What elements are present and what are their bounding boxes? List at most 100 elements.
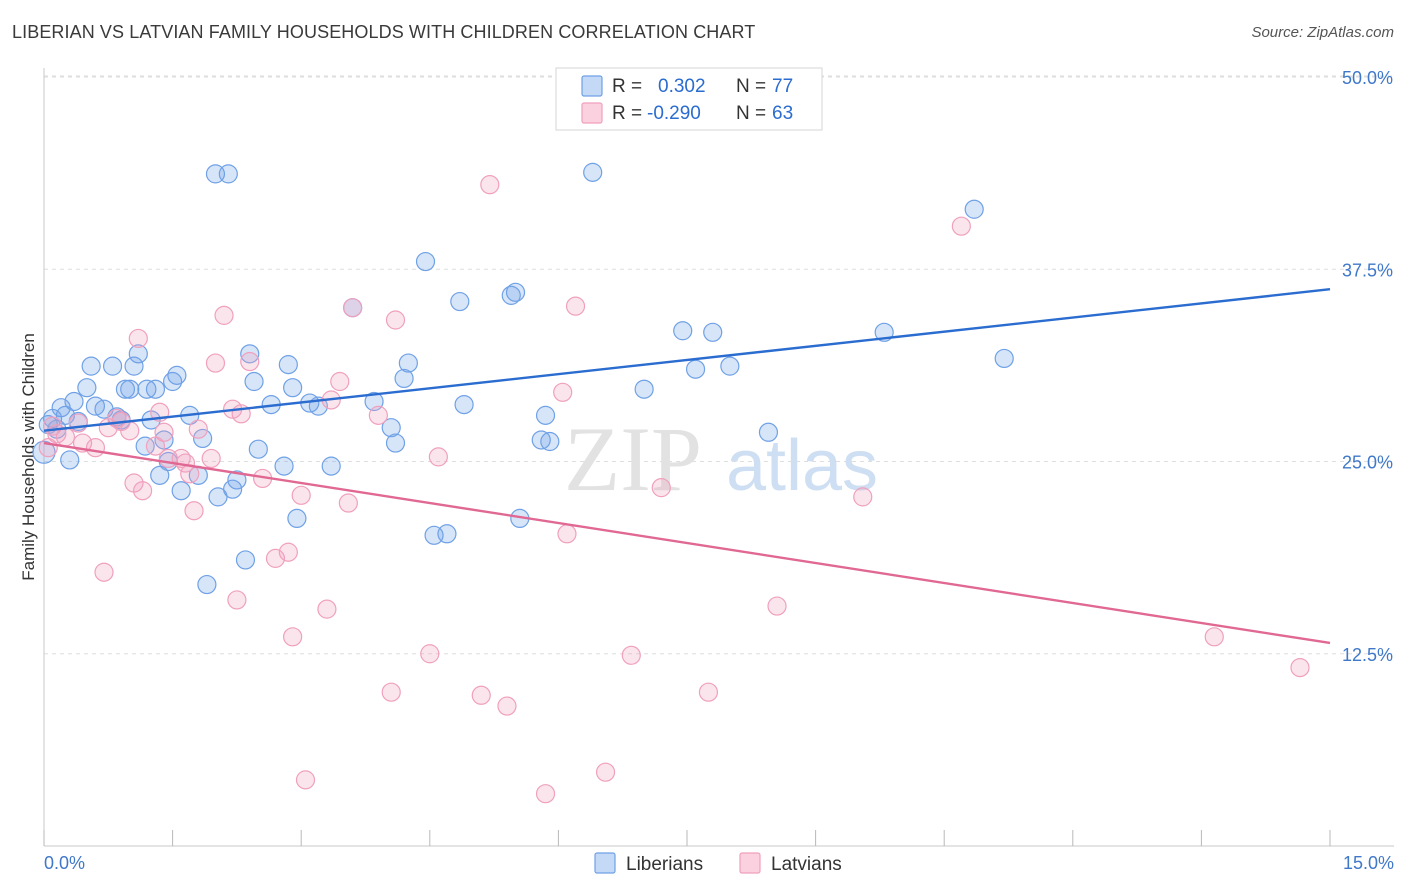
liberian-point: [197, 574, 217, 595]
legend-bottom-swatch-liberians: [594, 852, 616, 874]
liberian-point: [673, 321, 693, 341]
legend-n-value: 63: [772, 103, 793, 124]
liberian-point: [321, 456, 341, 476]
liberian-point: [278, 355, 298, 375]
liberian-point: [77, 378, 97, 398]
x-tick-marks: [43, 830, 1331, 846]
watermark-zip: ZIP: [564, 408, 702, 510]
liberian-point: [227, 470, 247, 490]
liberian-point: [685, 359, 706, 379]
latvian-point: [227, 590, 247, 610]
liberian-point: [535, 405, 556, 425]
watermark-atlas: atlas: [726, 426, 878, 506]
legend-r-value: -0.290: [647, 103, 701, 124]
liberian-point: [124, 356, 144, 376]
liberian-point: [128, 344, 148, 364]
liberian-point: [193, 428, 213, 449]
y-tick-label: 37.5%: [1342, 260, 1393, 280]
legend-bottom: Liberians Latvians: [594, 852, 842, 875]
latvian-point: [145, 436, 166, 456]
legend-bottom-swatch-latvians: [739, 852, 761, 874]
liberian-point: [583, 162, 603, 182]
liberian-point: [287, 508, 307, 529]
latvian-point: [651, 478, 671, 498]
latvian-point: [368, 405, 388, 425]
legend-r-value: 0.302: [658, 76, 706, 97]
latvian-point: [1290, 657, 1310, 678]
latvian-point: [128, 328, 148, 349]
latvian-point: [330, 371, 350, 392]
latvian-point: [698, 682, 719, 702]
x-tick-label-max: 15.0%: [1343, 853, 1394, 873]
latvian-point: [553, 382, 573, 402]
latvian-point: [497, 696, 517, 716]
latvian-point: [283, 627, 303, 647]
x-tick-labels: 0.0% 15.0%: [44, 853, 1394, 873]
latvian-point: [295, 770, 316, 790]
liberian-point: [167, 365, 187, 385]
liberian-point: [394, 368, 414, 389]
latvian-point: [595, 762, 616, 782]
y-tick-labels: 12.5% 25.0% 37.5% 50.0%: [1342, 68, 1393, 665]
liberian-point: [81, 356, 101, 376]
watermark: ZIP atlas: [564, 408, 878, 510]
data-points: [32, 162, 1310, 804]
latvian-point: [94, 562, 114, 582]
chart-title: LIBERIAN VS LATVIAN FAMILY HOUSEHOLDS WI…: [12, 22, 756, 42]
legend-swatch-latvians: [581, 102, 603, 124]
latvian-point: [317, 599, 337, 619]
latvian-point: [1204, 627, 1224, 647]
latvian-point: [240, 351, 260, 372]
legend-r-label: R =: [612, 103, 642, 124]
latvian-point: [205, 353, 226, 373]
liberian-point: [450, 291, 470, 312]
liberian-point: [145, 379, 166, 399]
liberian-point: [120, 379, 140, 399]
latvian-point: [214, 305, 234, 325]
x-tick-label-min: 0.0%: [44, 853, 85, 873]
legend-bottom-label-latvians: Latvians: [771, 854, 842, 875]
liberian-point: [244, 371, 264, 392]
liberian-point: [720, 356, 740, 376]
latvian-point: [767, 596, 787, 616]
liberian-point: [703, 322, 723, 342]
liberian-point: [964, 199, 984, 219]
legend-top: R = 0.302 N = 77 R = -0.290 N = 63: [555, 67, 823, 131]
legend-n-value: 77: [772, 76, 793, 97]
liberian-point: [385, 433, 406, 453]
liberian-point: [240, 344, 260, 364]
liberian-point: [437, 524, 457, 544]
y-tick-label: 12.5%: [1342, 645, 1393, 665]
legend-bottom-label-liberians: Liberians: [626, 854, 703, 875]
liberian-point: [102, 356, 123, 376]
liberian-point: [540, 431, 560, 452]
liberian-point: [415, 251, 436, 272]
legend-n-label: N =: [736, 103, 766, 124]
latvian-point: [184, 501, 204, 521]
liberian-point: [32, 440, 56, 464]
legend-r-label: R =: [612, 76, 642, 97]
latvian-point: [154, 422, 174, 442]
latvian-point: [565, 296, 586, 316]
liberian-point: [115, 379, 136, 399]
axes: [43, 68, 1394, 847]
latvian-point: [68, 413, 88, 433]
latvian-point: [338, 493, 358, 513]
latvian-point: [535, 784, 556, 804]
latvian-point: [55, 427, 76, 447]
latvian-point: [343, 298, 363, 318]
liberian-point: [454, 394, 474, 415]
latvian-point: [85, 438, 106, 458]
liberian-point: [150, 465, 170, 485]
latvian-point: [420, 644, 440, 664]
liberian-point: [235, 550, 256, 570]
liberian-point: [64, 391, 84, 412]
liberian-point: [994, 348, 1014, 369]
liberian-point: [283, 378, 303, 398]
source-label: Source: ZipAtlas.com: [1251, 24, 1394, 41]
latvian-point: [951, 216, 971, 236]
liberian-trend-line: [43, 288, 1331, 432]
liberian-point: [135, 436, 155, 456]
latvian-point: [132, 481, 153, 501]
